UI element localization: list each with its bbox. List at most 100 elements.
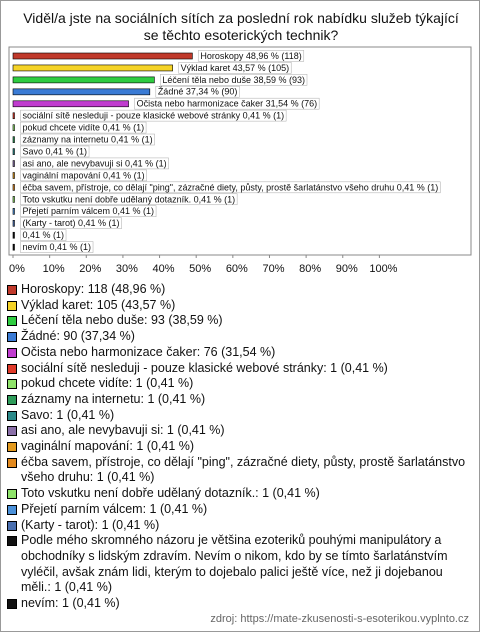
bar-label-group: nevím 0,41 % (1) [20,241,94,253]
x-tick-label: 0% [9,263,25,275]
bar-label: Horoskopy 48,96 % (118) [200,51,301,61]
bar-label-group: Výklad karet 43,57 % (105) [178,62,292,74]
bar-label-group: Přejetí parním válcem 0,41 % (1) [20,205,157,217]
legend-label: (Karty - tarot): 1 (0,41 %) [21,517,160,532]
legend-label: Výklad karet: 105 (43,57 %) [21,297,176,312]
chart: 0% 10% 20% 30% 40% 50% 60% 70% 80% 90% 100% Horosko… [8,46,472,275]
x-tick-label: 20% [79,263,101,275]
bar-label: Savo 0,41 % (1) [23,146,88,156]
bar-label-bg [20,157,169,170]
legend-swatch [7,285,17,295]
bar-label-bg [20,109,287,122]
bar-label-group: sociální sítě nesleduji - pouze klasické… [20,109,287,122]
legend-item: nevím: 1 (0,41 %) [7,596,473,612]
legend-label: Přejetí parním válcem: 1 (0,41 %) [21,501,208,516]
bar-label: Přejetí parním válcem 0,41 % (1) [23,206,155,216]
bar-label: Léčení těla nebo duše 38,59 % (93) [162,75,305,85]
bar-label: 0,41 % (1) [23,230,65,240]
bar [12,208,15,215]
bar-label-bg [160,74,308,86]
bar-label-group: éčba savem, přístroje, co dělají "ping",… [20,181,441,194]
legend-item: vaginální mapování: 1 (0,41 %) [7,439,473,455]
legend-label: Podle mého skromného názoru je většina e… [21,533,448,595]
legend-label: éčba savem, přístroje, co dělají "ping",… [21,454,466,485]
bar [12,220,15,227]
legend-label: asi ano, ale nevybavuji si: 1 (0,41 %) [21,423,225,438]
bar-label-group: 0,41 % (1) [20,229,67,241]
bar [12,172,15,179]
bar-label-bg [20,193,238,206]
legend-label: Toto vskutku není dobře udělaný dotazník… [21,486,320,501]
legend-item: záznamy na internetu: 1 (0,41 %) [7,392,473,408]
bar-label-group: Horoskopy 48,96 % (118) [198,50,305,62]
legend: Horoskopy: 118 (48,96 %) Výklad karet: 10… [7,282,473,612]
x-tick-label: 50% [189,263,211,275]
bar-label-bg [20,241,94,253]
legend-label: nevím: 1 (0,41 %) [21,596,120,611]
legend-item: Horoskopy: 118 (48,96 %) [7,282,473,298]
chart-title: Viděl/a jste na sociálních sítích za pos… [23,10,459,43]
bar-label: éčba savem, přístroje, co dělají "ping",… [23,182,439,192]
legend-swatch [7,426,17,437]
legend-swatch [7,316,17,327]
bar [12,243,15,251]
x-tick-label: 10% [43,263,65,275]
bar-label: Očista nebo harmonizace čaker 31,54 % (7… [137,99,318,109]
legend-item: Podle mého skromného názoru je většina e… [7,533,473,596]
legend-item: pokud chcete vidíte: 1 (0,41 %) [7,376,473,392]
bar-label-bg [178,62,292,74]
legend-label: Léčení těla nebo duše: 93 (38,59 %) [21,313,223,328]
bar [12,148,15,155]
legend-label: záznamy na internetu: 1 (0,41 %) [21,391,206,406]
bar [12,196,15,203]
bar [12,231,15,239]
bar-label: záznamy na internetu 0,41 % (1) [23,135,153,145]
bar-label-bg [20,133,155,146]
bar-label-bg [20,181,441,194]
bar-label-group: vaginální mapování 0,41 % (1) [20,169,147,182]
bar-label: Žádné 37,34 % (90) [158,87,238,97]
bar-label-group: Žádné 37,34 % (90) [155,85,240,98]
bar-label-group: (Karty - tarot) 0,41 % (1) [20,217,122,229]
bar-label-bg [134,97,320,110]
bar-label: (Karty - tarot) 0,41 % (1) [23,218,120,228]
legend-item: (Karty - tarot): 1 (0,41 %) [7,518,473,534]
bar-label-bg [155,85,240,98]
legend-item: Toto vskutku není dobře udělaný dotazník… [7,486,473,502]
legend-swatch [7,347,17,358]
bar-label-group: Toto vskutku není dobře udělaný dotazník… [20,193,238,206]
legend-item: Očista nebo harmonizace čaker: 76 (31,54… [7,345,473,361]
legend-item: Přejetí parním válcem: 1 (0,41 %) [7,502,473,518]
bar [12,64,173,72]
legend-item: asi ano, ale nevybavuji si: 1 (0,41 %) [7,423,473,439]
bar-label-group: záznamy na internetu 0,41 % (1) [20,133,155,146]
bar-label-bg [20,145,90,158]
legend-label: pokud chcete vidíte: 1 (0,41 %) [21,376,194,391]
bar [12,100,129,108]
bar-label: nevím 0,41 % (1) [23,242,92,252]
legend-item: Savo: 1 (0,41 %) [7,408,473,424]
bar-label: Výklad karet 43,57 % (105) [181,63,290,73]
x-tick-label: 70% [262,263,284,275]
legend-label: Očista nebo harmonizace čaker: 76 (31,54… [21,344,276,359]
bar-label: pokud chcete vidíte 0,41 % (1) [23,123,145,133]
legend-swatch [7,520,17,531]
bar-label: asi ano, ale nevybavuji si 0,41 % (1) [23,158,167,168]
bar-label: vaginální mapování 0,41 % (1) [23,170,145,180]
legend-swatch [7,300,17,311]
legend-swatch [7,363,17,374]
legend-item: Léčení těla nebo duše: 93 (38,59 %) [7,313,473,329]
legend-swatch [7,536,17,547]
bar [12,136,15,143]
bar-label-group: Savo 0,41 % (1) [20,145,90,158]
legend-label: sociální sítě nesleduji - pouze klasické… [21,360,388,375]
legend-swatch [7,379,17,390]
bar [12,112,15,120]
legend-item: Žádné: 90 (37,34 %) [7,329,473,345]
legend-item: sociální sítě nesleduji - pouze klasické… [7,361,473,377]
x-tick-label: 100% [369,263,397,275]
bar [12,76,155,84]
x-tick-label: 30% [116,263,138,275]
bar-label: sociální sítě nesleduji - pouze klasické… [23,111,285,121]
